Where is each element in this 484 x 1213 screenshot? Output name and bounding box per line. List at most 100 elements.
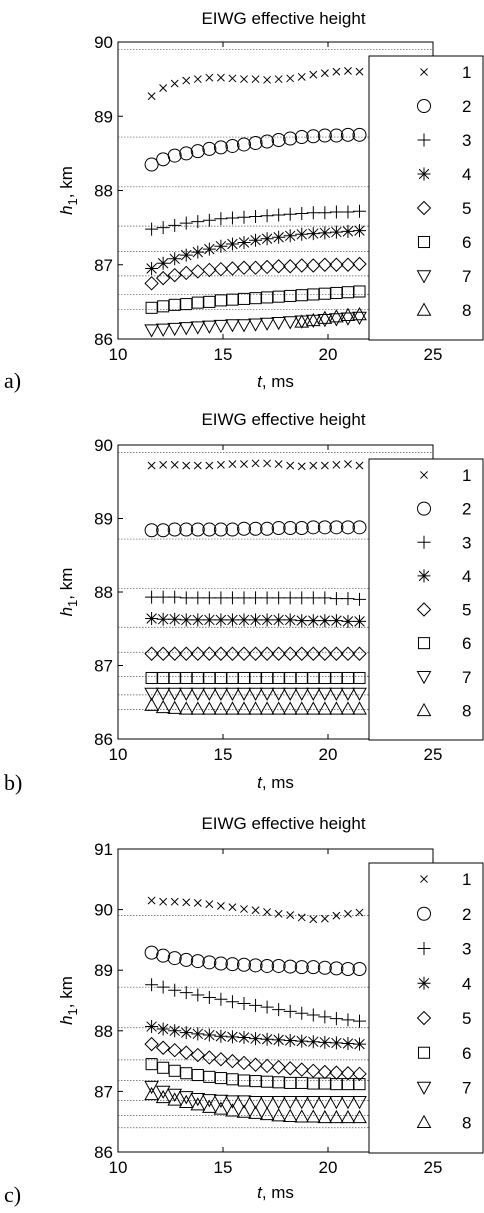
data-point [213,646,229,661]
data-point [144,324,159,338]
data-point [249,209,263,223]
data-point [168,252,182,266]
data-point [225,237,239,251]
data-point [272,208,286,222]
data-point [155,687,171,701]
data-point [205,900,214,909]
data-point [249,591,263,605]
legend-marker [420,471,428,479]
data-point [259,646,275,661]
data-point [295,207,309,221]
data-point [353,592,366,606]
data-point [191,245,205,259]
data-point [145,1020,159,1034]
legend-marker [417,167,431,181]
data-point [202,955,217,970]
chart-panel-b: 10 15 20 25 86 87 88 89 90 EIWG effective height t… [0,404,484,808]
data-point [297,913,306,922]
data-point [237,957,251,972]
data-point [352,1096,367,1110]
data-point [156,523,171,538]
data-point [225,701,240,715]
legend-marker [417,906,431,921]
data-point [167,1042,182,1058]
data-point [225,261,240,276]
series-7 [144,1080,367,1110]
series-4 [145,224,366,275]
data-point [309,461,318,470]
data-point [156,1022,170,1036]
data-point [271,316,286,331]
data-point [225,211,239,225]
data-point [260,209,274,223]
data-point [329,309,344,323]
data-point [318,226,332,240]
data-point [144,697,159,711]
data-point [202,1099,217,1113]
x-tick-label: 15 [214,745,233,764]
data-point [228,74,237,83]
x-tick-label: 10 [109,1158,128,1177]
data-point [353,224,366,238]
series-8 [294,306,367,328]
x-tick-label: 15 [214,1158,233,1177]
data-point [272,1033,286,1047]
legend-marker [416,302,432,316]
data-point [294,130,309,145]
data-point [341,224,355,238]
data-point [332,911,341,920]
legend-marker [416,1081,432,1096]
data-point [167,951,182,966]
data-point [341,1078,354,1091]
y-tick-label: 89 [94,107,113,126]
data-point [344,67,352,75]
x-tick-label: 20 [319,745,338,764]
data-point [225,687,240,701]
y-tick-label: 86 [94,330,113,349]
data-point [259,317,275,331]
data-point [340,646,356,661]
data-point [228,903,237,912]
data-point [145,978,159,992]
data-point [329,520,344,535]
data-point [341,592,355,606]
data-point [341,1037,355,1051]
legend-label: 1 [462,466,471,485]
legend-label: 7 [462,267,471,286]
y-tick-label: 88 [94,583,113,602]
data-point [155,1089,171,1104]
data-point [202,591,216,605]
data-point [236,1095,252,1109]
data-point [155,323,171,337]
data-point [179,216,193,230]
data-point [179,248,193,262]
series-7 [144,687,367,701]
data-point [353,1037,366,1051]
data-point [202,242,216,256]
data-point [248,521,263,536]
data-point [340,307,356,321]
data-point [191,988,205,1002]
data-point [237,235,251,249]
series-6 [145,671,366,685]
data-point [225,646,240,661]
data-point [144,1036,159,1052]
data-point [295,1034,309,1048]
data-point [259,687,275,701]
legend-label: 3 [462,131,471,150]
data-point [306,129,321,144]
data-point [179,1045,194,1060]
data-point [329,1036,343,1050]
chart-title: EIWG effective height [201,410,365,429]
data-point [248,135,263,150]
data-point [179,646,194,661]
data-point [271,646,286,661]
data-point [170,79,179,88]
data-point [178,1091,194,1105]
data-point [341,286,354,299]
series-2 [144,945,367,976]
data-point [202,213,216,227]
y-tick-label: 88 [94,182,113,201]
data-point [144,687,159,701]
data-point [282,1108,298,1122]
